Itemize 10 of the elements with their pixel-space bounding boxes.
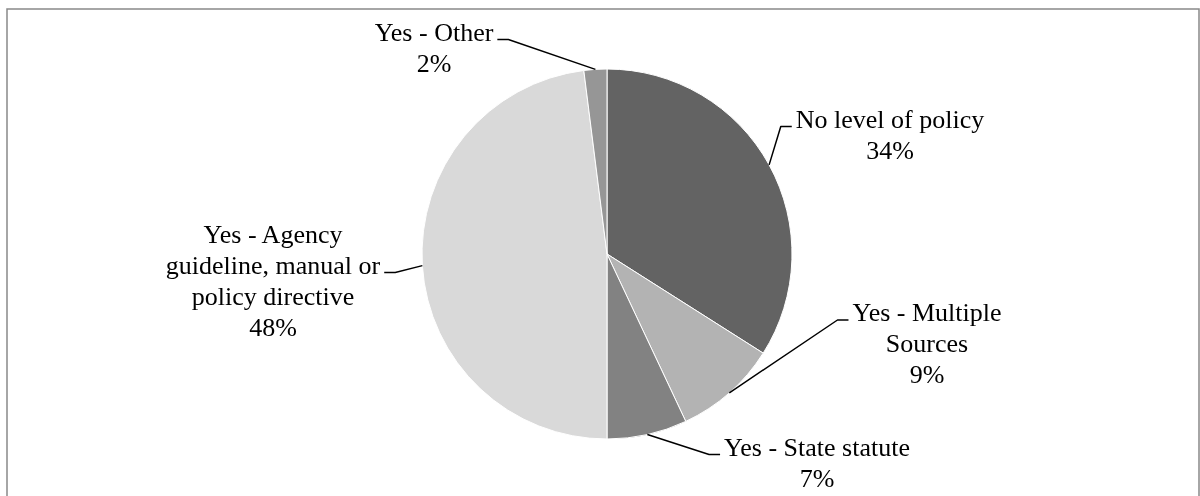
slice-label: No level of policy (795, 104, 985, 134)
slice-label: Yes - Other (374, 17, 494, 47)
data-label: 48% (249, 312, 297, 342)
data-label: 7% (799, 463, 835, 493)
slice-label: Yes - Agency guideline, manual or policy directive (165, 219, 381, 311)
slice-label: Yes - State statute (724, 432, 910, 462)
slice-label: Yes - Multiple Sources (852, 298, 1002, 358)
data-label: 34% (866, 135, 914, 165)
data-label: 2% (416, 48, 452, 78)
data-label: 9% (909, 360, 945, 389)
